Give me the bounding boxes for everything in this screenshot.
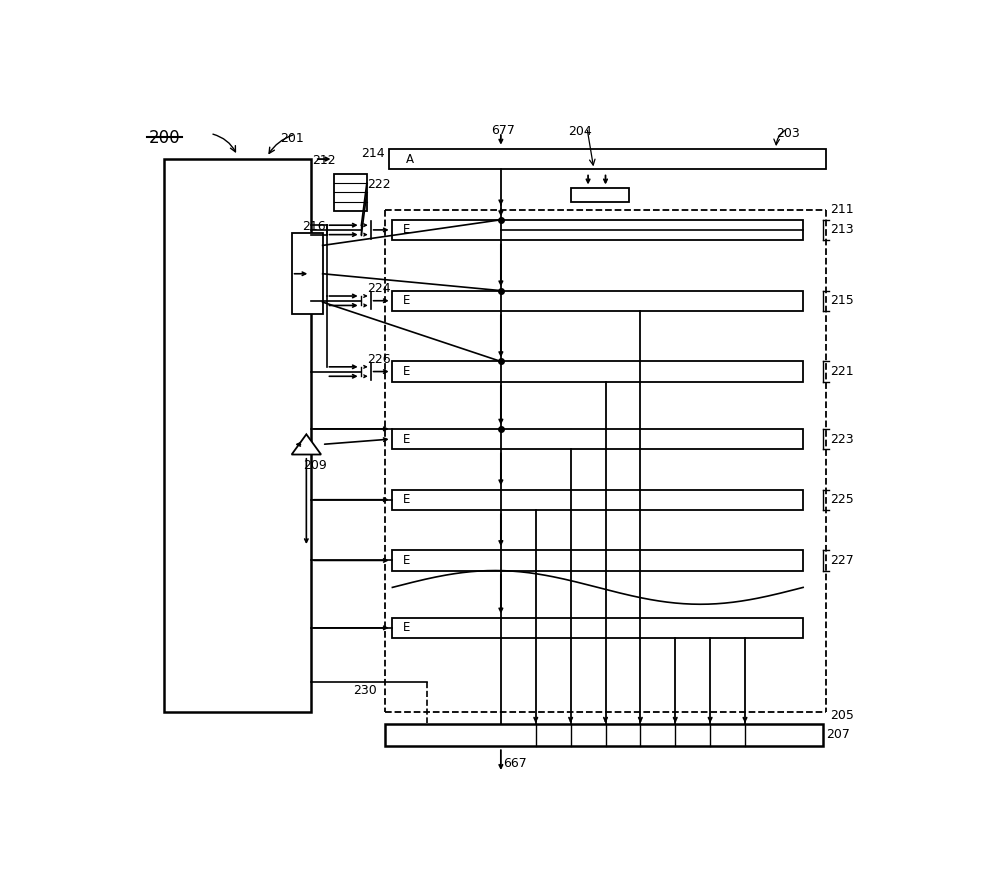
Text: 677: 677 <box>492 124 515 137</box>
Text: 214: 214 <box>361 147 385 160</box>
Text: 211: 211 <box>830 203 854 215</box>
Text: 216: 216 <box>302 220 325 233</box>
Text: 201: 201 <box>280 132 304 145</box>
Text: 227: 227 <box>830 554 854 567</box>
Bar <box>385 724 822 746</box>
Text: 215: 215 <box>830 294 854 307</box>
Text: E: E <box>402 621 410 634</box>
Text: 213: 213 <box>830 223 854 237</box>
Text: E: E <box>402 554 410 567</box>
Text: 226: 226 <box>368 353 391 366</box>
Text: E: E <box>402 223 410 237</box>
Bar <box>392 618 803 638</box>
Text: 667: 667 <box>503 758 527 770</box>
Text: 207: 207 <box>826 728 850 741</box>
Polygon shape <box>292 434 321 455</box>
Text: E: E <box>402 433 410 446</box>
Bar <box>388 149 826 169</box>
Text: A: A <box>406 152 414 166</box>
Bar <box>392 429 803 449</box>
Bar <box>164 159 311 712</box>
Bar <box>392 550 803 570</box>
Text: 221: 221 <box>830 365 854 378</box>
Text: 222: 222 <box>368 178 391 191</box>
Text: 212: 212 <box>313 154 336 167</box>
Bar <box>392 490 803 510</box>
Text: 200: 200 <box>148 129 180 146</box>
Text: E: E <box>402 365 410 378</box>
Bar <box>571 188 629 201</box>
Bar <box>292 233 323 314</box>
Text: 224: 224 <box>368 282 391 295</box>
Text: 225: 225 <box>830 493 854 506</box>
Bar <box>392 362 803 382</box>
Text: 203: 203 <box>776 127 800 140</box>
Text: 223: 223 <box>830 433 854 446</box>
Text: E: E <box>402 294 410 307</box>
Bar <box>392 220 803 240</box>
Text: 204: 204 <box>568 125 592 138</box>
Text: 205: 205 <box>830 709 854 722</box>
Bar <box>334 174 367 211</box>
Text: 209: 209 <box>303 459 327 472</box>
Text: E: E <box>402 493 410 506</box>
Bar <box>392 291 803 311</box>
Text: 230: 230 <box>354 684 377 697</box>
